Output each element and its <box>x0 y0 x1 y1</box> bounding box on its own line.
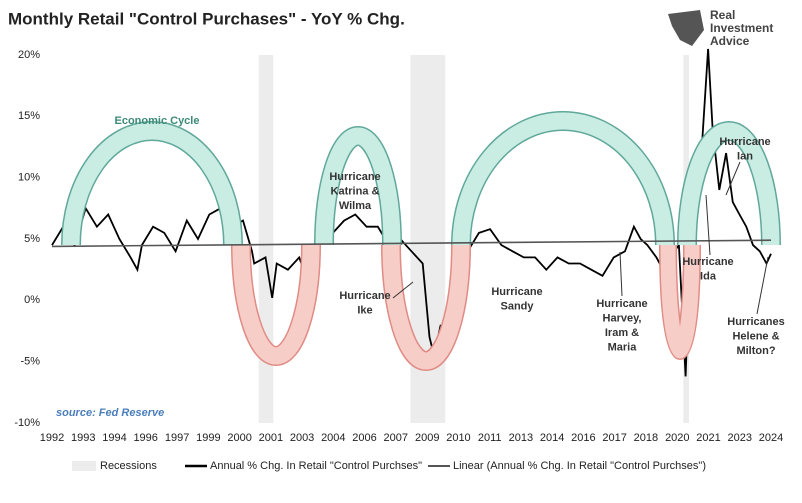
pointer <box>756 256 769 315</box>
cycle-label: Economic Cycle <box>115 115 200 127</box>
x-tick-label: 1994 <box>102 432 126 444</box>
x-tick-label: 2018 <box>634 432 658 444</box>
recession-band <box>258 55 274 423</box>
arc-down <box>382 244 470 370</box>
x-tick-label: 2003 <box>290 432 314 444</box>
arc-up <box>452 112 674 246</box>
annotation-pointers <box>392 161 769 315</box>
x-tick-label: 2020 <box>665 432 689 444</box>
annotation: Hurricane <box>329 171 380 183</box>
logo: Real Investment Advice <box>668 8 773 48</box>
pointer <box>705 194 711 256</box>
cycle-arcs <box>61 111 781 371</box>
annotation: Maria <box>608 341 638 353</box>
x-tick-label: 2016 <box>571 432 595 444</box>
arc-down <box>232 244 320 365</box>
arc-up <box>678 122 780 246</box>
series-line <box>51 239 772 248</box>
pointer <box>619 251 623 297</box>
annotation: Wilma <box>339 200 372 212</box>
legend-label: Linear (Annual % Chg. In Retail "Control… <box>453 460 706 472</box>
annotation: Ian <box>737 150 753 162</box>
source-note: source: Fed Reserve <box>56 407 164 419</box>
annotation: Katrina & <box>331 185 380 197</box>
logo-text: Real <box>710 8 735 22</box>
y-tick-label: 20% <box>18 49 40 61</box>
annotation: Sandy <box>500 300 534 312</box>
y-tick-label: 5% <box>24 233 40 245</box>
annotation: Helene & <box>732 330 779 342</box>
annotation: Hurricane <box>682 256 733 268</box>
x-tick-label: 2010 <box>446 432 470 444</box>
annotation: Hurricane <box>491 286 542 298</box>
annotation: Iram & <box>605 327 639 339</box>
x-tick-label: 2021 <box>696 432 720 444</box>
logo-icon <box>668 10 704 46</box>
y-tick-label: -5% <box>20 356 40 368</box>
arc-up <box>62 122 242 246</box>
legend-label: Recessions <box>100 460 157 472</box>
pointer <box>392 281 414 299</box>
annotation: Ida <box>700 270 717 282</box>
legend-label: Annual % Chg. In Retail "Control Purchse… <box>210 460 422 472</box>
pointer <box>725 161 741 196</box>
y-tick-label: 0% <box>24 294 40 306</box>
x-tick-label: 1996 <box>133 432 157 444</box>
x-tick-label: 1993 <box>71 432 95 444</box>
x-tick-label: 2023 <box>728 432 752 444</box>
x-tick-label: 2011 <box>478 432 502 444</box>
y-tick-label: 15% <box>18 110 40 122</box>
annotation: Hurricanes <box>727 316 784 328</box>
annotation: Harvey, <box>603 312 642 324</box>
x-tick-label: 2013 <box>509 432 533 444</box>
legend-swatch <box>72 461 96 471</box>
logo-text: Advice <box>710 34 750 48</box>
x-tick-label: 2000 <box>227 432 251 444</box>
x-tick-label: 1999 <box>196 432 220 444</box>
logo-text: Investment <box>710 21 773 35</box>
chart-title: Monthly Retail "Control Purchases" - YoY… <box>8 9 405 28</box>
x-tick-label: 2004 <box>321 432 345 444</box>
x-tick-label: 1992 <box>40 432 64 444</box>
x-tick-label: 2001 <box>259 432 283 444</box>
x-tick-label: 2017 <box>602 432 626 444</box>
x-tick-label: 2014 <box>540 432 564 444</box>
x-tick-label: 2006 <box>352 432 376 444</box>
arc-down <box>660 244 700 359</box>
x-tick-label: 2007 <box>384 432 408 444</box>
y-tick-label: 10% <box>18 172 40 184</box>
x-tick-label: 2009 <box>415 432 439 444</box>
x-tick-label: 1997 <box>165 432 189 444</box>
annotation: Hurricane <box>596 298 647 310</box>
arc-up <box>315 127 401 246</box>
annotation: Ike <box>357 304 372 316</box>
annotation: Milton? <box>736 345 775 357</box>
foreground-layer: Economic Cycle Hurricane Katrina & Wilma Hur… <box>51 115 785 472</box>
annotation: Hurricane <box>339 290 390 302</box>
annotation: Hurricane <box>719 136 770 148</box>
x-tick-label: 2024 <box>759 432 783 444</box>
y-tick-label: -10% <box>14 417 40 429</box>
